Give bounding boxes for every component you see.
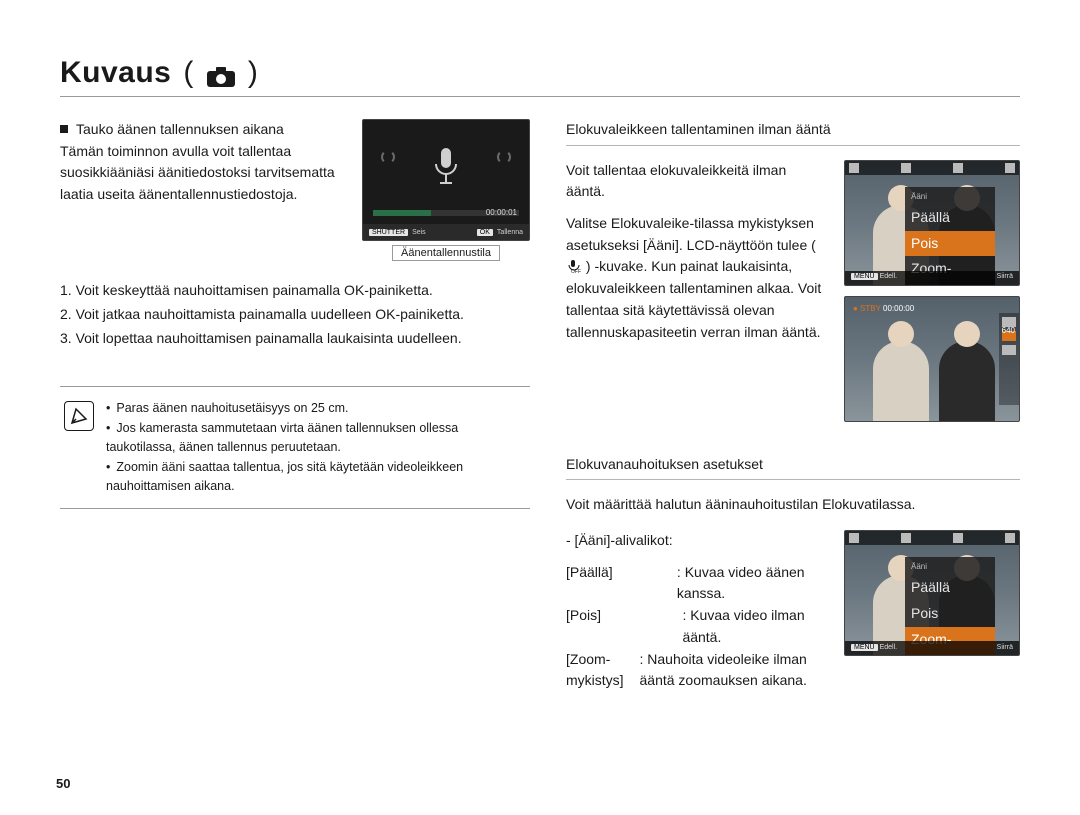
audio-timecode: 00:00:01 <box>486 208 517 217</box>
section2-intro: Voit määrittää halutun ääninauhoitustila… <box>566 494 1020 516</box>
menu-screenshot-1: Ääni Päällä Pois Zoom-mykistys MENU Edel… <box>844 160 1020 286</box>
page-number: 50 <box>56 776 70 791</box>
left-column: Tauko äänen tallennuksen aikana Tämän to… <box>60 119 530 692</box>
section2-heading: Elokuvanauhoituksen asetukset <box>566 454 1020 476</box>
def-key-off: [Pois] <box>566 605 682 648</box>
audio-figure-caption: Äänentallennustila <box>392 245 500 261</box>
step-1: 1. Voit keskeyttää nauhoittamisen painam… <box>60 279 530 303</box>
standby-screenshot: ● STBY 00:00:00 640 <box>844 296 1020 422</box>
camera-icon <box>206 62 236 84</box>
def-key-zoom: [Zoom-mykistys] <box>566 649 640 692</box>
note-1: Paras äänen nauhoitusetäisyys on 25 cm. <box>106 399 526 418</box>
submenu-definitions: [Päällä]: Kuvaa video äänen kanssa. [Poi… <box>566 562 828 692</box>
def-val-on: : Kuvaa video äänen kanssa. <box>677 562 828 605</box>
title-open-paren: ( <box>183 56 194 90</box>
section-movie-recording-settings: Elokuvanauhoituksen asetukset Voit määri… <box>566 454 1020 692</box>
steps-list: 1. Voit keskeyttää nauhoittamisen painam… <box>60 279 530 350</box>
def-val-zoom: : Nauhoita videoleike ilman ääntä zoomau… <box>640 649 829 692</box>
def-key-on: [Päällä] <box>566 562 677 605</box>
right-column: Elokuvaleikkeen tallentaminen ilman äänt… <box>566 119 1020 692</box>
svg-text:OFF: OFF <box>571 269 581 273</box>
section-mute-movie: Elokuvaleikkeen tallentaminen ilman äänt… <box>566 119 1020 422</box>
audio-figure-stack: 00:00:01 SHUTTER Seis OK Tallenna Äänent… <box>362 119 530 261</box>
note-3: Zoomin ääni saattaa tallentua, jos sitä … <box>106 458 526 497</box>
step-2: 2. Voit jatkaa nauhoittamista painamalla… <box>60 303 530 327</box>
step-3: 3. Voit lopettaa nauhoittamisen painamal… <box>60 327 530 351</box>
note-2: Jos kamerasta sammutetaan virta äänen ta… <box>106 419 526 458</box>
manual-page: Kuvaus ( ) Tauko äänen tallennuksen aika… <box>0 0 1080 815</box>
note-box: Paras äänen nauhoitusetäisyys on 25 cm. … <box>60 386 530 509</box>
lead-block: Tauko äänen tallennuksen aikana Tämän to… <box>60 119 348 261</box>
section1-body: Valitse Elokuvaleike-tilassa mykistyksen… <box>566 213 828 343</box>
title-rule <box>60 96 1020 97</box>
audio-recorder-screenshot: 00:00:01 SHUTTER Seis OK Tallenna <box>362 119 530 241</box>
title-close-paren: ) <box>248 56 259 90</box>
def-val-off: : Kuvaa video ilman ääntä. <box>682 605 828 648</box>
section1-heading: Elokuvaleikkeen tallentaminen ilman äänt… <box>566 119 1020 141</box>
stop-label: Seis <box>412 229 426 236</box>
lead-heading: Tauko äänen tallennuksen aikana <box>60 119 348 141</box>
section1-intro: Voit tallentaa elokuvaleikkeitä ilman ää… <box>566 160 828 203</box>
section1-rule <box>566 145 1020 146</box>
menu-screenshot-2: Ääni Päällä Pois Zoom-mykistys MENU Edel… <box>844 530 1020 656</box>
page-title: Kuvaus ( ) <box>60 56 1020 90</box>
note-list: Paras äänen nauhoitusetäisyys on 25 cm. … <box>106 399 526 496</box>
note-icon <box>64 401 94 431</box>
mic-off-icon: OFF <box>566 258 582 272</box>
section2-rule <box>566 479 1020 480</box>
two-column-layout: Tauko äänen tallennuksen aikana Tämän to… <box>60 119 1020 692</box>
shutter-key-label: SHUTTER <box>369 229 408 236</box>
lead-body: Tämän toiminnon avulla voit tallentaa su… <box>60 141 348 206</box>
save-label: Tallenna <box>497 229 523 236</box>
ok-key-label: OK <box>477 229 493 236</box>
submenu-label: - [Ääni]-alivalikot: <box>566 530 828 552</box>
title-text: Kuvaus <box>60 56 171 90</box>
